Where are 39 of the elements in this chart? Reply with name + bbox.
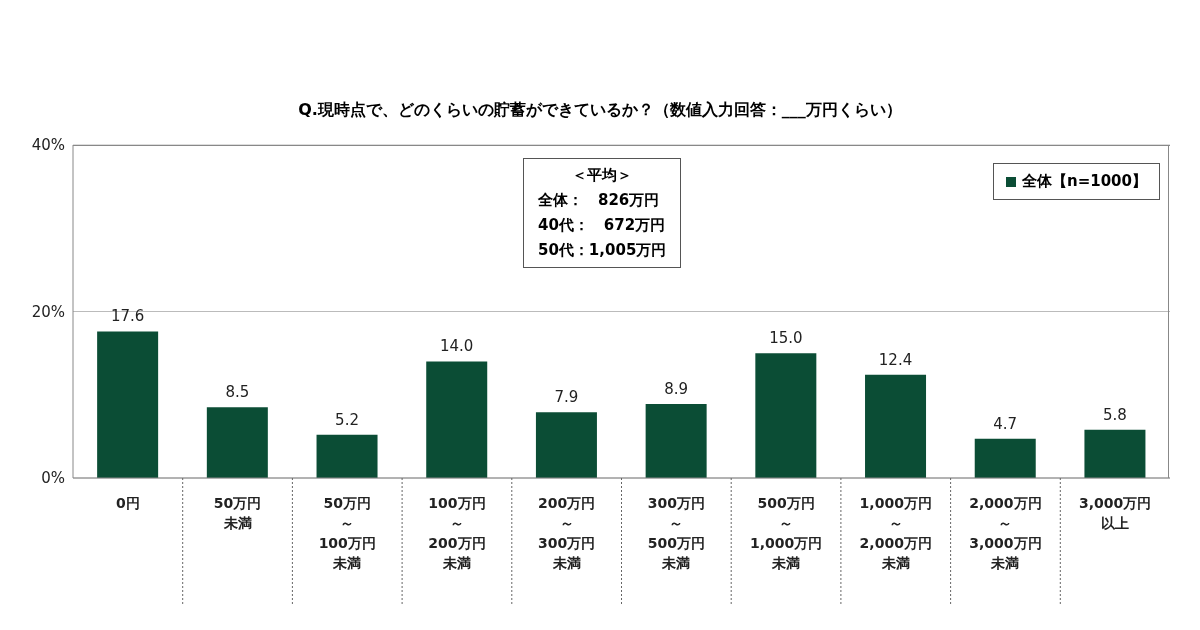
x-tick-label: 300万円～500万円未満: [647, 495, 705, 571]
x-tick-label: 100万円～200万円未満: [428, 495, 486, 571]
data-label: 7.9: [554, 388, 579, 407]
x-tick-label: 50万円～100万円未満: [318, 495, 376, 571]
bar: [535, 412, 597, 478]
data-label: 17.6: [110, 307, 145, 326]
bar: [865, 374, 927, 478]
data-label: 4.7: [993, 414, 1018, 433]
data-label: 8.5: [225, 383, 250, 402]
x-tick-label: 500万円～1,000万円未満: [749, 495, 823, 571]
annotation: 40代： 672万円: [538, 215, 667, 236]
bar: [1084, 429, 1146, 478]
data-label: 8.9: [664, 379, 689, 398]
y-tick-label: 40%: [31, 136, 65, 155]
annotation: 50代：1,005万円: [538, 240, 667, 261]
bar: [426, 361, 488, 478]
legend-label: 全体【n=1000】: [1022, 172, 1147, 191]
data-label: 14.0: [440, 337, 474, 356]
bar: [206, 407, 268, 478]
x-tick-label: 2,000万円～3,000万円未満: [969, 495, 1042, 571]
bar: [645, 403, 707, 478]
bar: [755, 353, 817, 478]
x-tick-label: 0円: [115, 495, 140, 511]
x-tick-label: 3,000万円以上: [1079, 495, 1152, 531]
x-tick-label: 50万円未満: [213, 495, 262, 531]
annotation: ＜平均＞: [571, 165, 634, 186]
bar: [974, 438, 1036, 478]
bar: [97, 331, 159, 478]
y-tick-label: 0%: [41, 469, 65, 488]
bar: [316, 434, 378, 478]
annotation: 全体： 826万円: [538, 190, 661, 211]
chart-title: Q.現時点で、どのくらいの貯蓄ができているか？（数値入力回答：___万円くらい）: [297, 100, 903, 121]
x-tick-label: 200万円～300万円未満: [538, 495, 596, 571]
x-tick-label: 1,000万円～2,000万円未満: [859, 495, 932, 571]
data-label: 5.8: [1103, 405, 1127, 424]
y-tick-label: 20%: [31, 302, 65, 321]
data-label: 12.4: [878, 350, 913, 369]
data-label: 15.0: [769, 329, 803, 348]
data-label: 5.2: [335, 410, 359, 429]
